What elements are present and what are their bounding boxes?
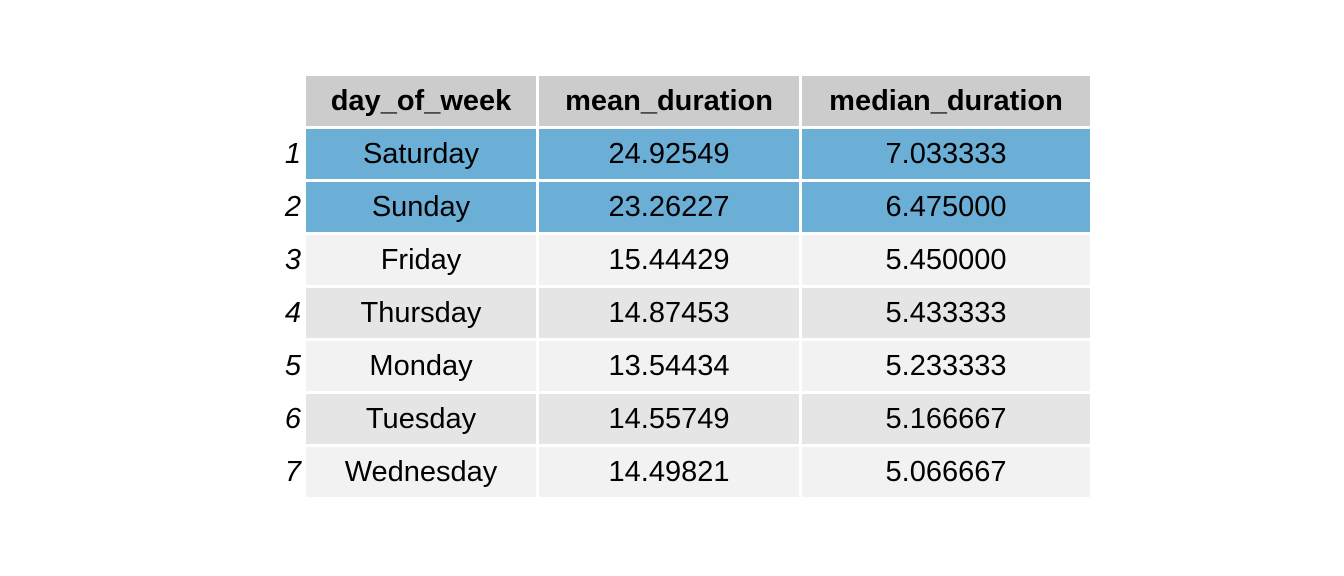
header-corner bbox=[275, 76, 303, 126]
table-row: 2 Sunday 23.26227 6.475000 bbox=[275, 182, 1090, 232]
cell-mean-duration: 14.87453 bbox=[539, 288, 799, 338]
table-body: 1 Saturday 24.92549 7.033333 2 Sunday 23.26227… bbox=[275, 129, 1090, 497]
table-row: 6 Tuesday 14.55749 5.166667 bbox=[275, 394, 1090, 444]
table-row: 3 Friday 15.44429 5.450000 bbox=[275, 235, 1090, 285]
cell-mean-duration: 14.55749 bbox=[539, 394, 799, 444]
cell-day-of-week: Tuesday bbox=[306, 394, 536, 444]
cell-mean-duration: 15.44429 bbox=[539, 235, 799, 285]
header-row: day_of_week mean_duration median_duratio… bbox=[275, 76, 1090, 126]
row-index: 2 bbox=[284, 190, 301, 223]
row-index: 6 bbox=[284, 402, 301, 435]
table-row: 4 Thursday 14.87453 5.433333 bbox=[275, 288, 1090, 338]
cell-median-duration: 5.166667 bbox=[802, 394, 1090, 444]
cell-median-duration: 6.475000 bbox=[802, 182, 1090, 232]
table-row: 1 Saturday 24.92549 7.033333 bbox=[275, 129, 1090, 179]
cell-day-of-week: Thursday bbox=[306, 288, 536, 338]
row-index: 7 bbox=[284, 455, 301, 488]
header-mean-duration: mean_duration bbox=[539, 76, 799, 126]
cell-mean-duration: 24.92549 bbox=[539, 129, 799, 179]
cell-median-duration: 5.450000 bbox=[802, 235, 1090, 285]
cell-day-of-week: Saturday bbox=[306, 129, 536, 179]
cell-mean-duration: 14.49821 bbox=[539, 447, 799, 497]
table-row: 7 Wednesday 14.49821 5.066667 bbox=[275, 447, 1090, 497]
table-row: 5 Monday 13.54434 5.233333 bbox=[275, 341, 1090, 391]
header-day-of-week: day_of_week bbox=[306, 76, 536, 126]
cell-mean-duration: 23.26227 bbox=[539, 182, 799, 232]
cell-median-duration: 5.066667 bbox=[802, 447, 1090, 497]
cell-median-duration: 5.433333 bbox=[802, 288, 1090, 338]
row-index: 4 bbox=[284, 296, 301, 329]
cell-median-duration: 5.233333 bbox=[802, 341, 1090, 391]
cell-day-of-week: Sunday bbox=[306, 182, 536, 232]
table-header: day_of_week mean_duration median_duratio… bbox=[275, 76, 1090, 126]
data-table: day_of_week mean_duration median_duratio… bbox=[272, 73, 1093, 500]
cell-day-of-week: Friday bbox=[306, 235, 536, 285]
row-index: 3 bbox=[284, 243, 301, 276]
cell-day-of-week: Wednesday bbox=[306, 447, 536, 497]
cell-mean-duration: 13.54434 bbox=[539, 341, 799, 391]
cell-median-duration: 7.033333 bbox=[802, 129, 1090, 179]
cell-day-of-week: Monday bbox=[306, 341, 536, 391]
header-median-duration: median_duration bbox=[802, 76, 1090, 126]
row-index: 5 bbox=[284, 349, 301, 382]
row-index: 1 bbox=[284, 137, 301, 170]
